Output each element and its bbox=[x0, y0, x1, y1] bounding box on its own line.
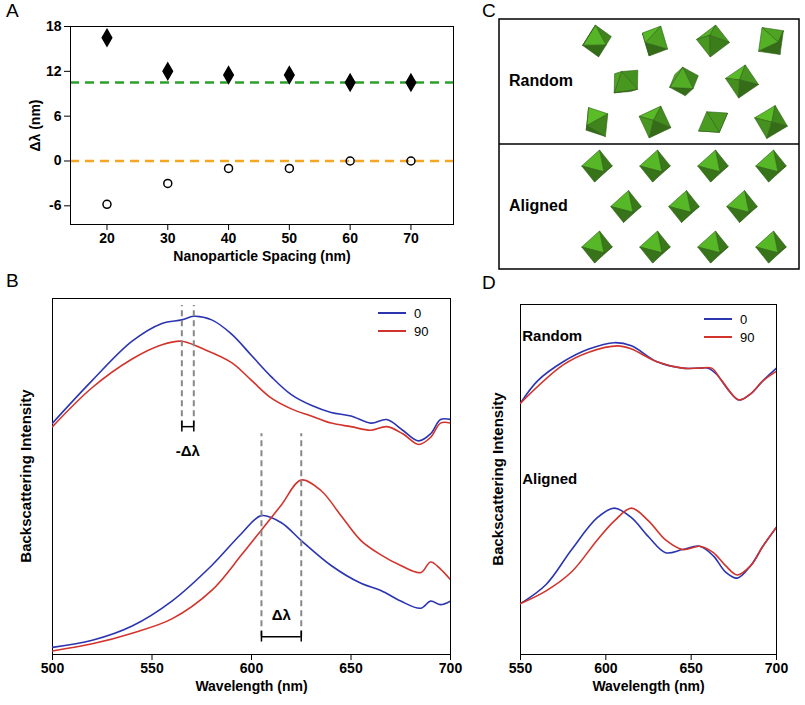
html-text:Backscattering Intensity: Backscattering Intensity bbox=[17, 389, 34, 563]
svg-text:650: 650 bbox=[339, 660, 363, 676]
svg-text:60: 60 bbox=[342, 230, 358, 246]
svg-text:550: 550 bbox=[509, 660, 533, 676]
svg-text:Wavelength (nm): Wavelength (nm) bbox=[592, 678, 704, 694]
svg-text:0: 0 bbox=[54, 152, 62, 168]
html-text:0: 0 bbox=[414, 305, 422, 321]
svg-text:-6: -6 bbox=[49, 197, 62, 213]
svg-text:20: 20 bbox=[99, 230, 115, 246]
svg-text:Aligned: Aligned bbox=[509, 197, 568, 214]
html-text:0: 0 bbox=[740, 311, 748, 327]
svg-text:700: 700 bbox=[765, 660, 789, 676]
html-text:Backscattering Intensity: Backscattering Intensity bbox=[489, 392, 506, 566]
svg-text:Aligned: Aligned bbox=[522, 470, 577, 487]
svg-text:6: 6 bbox=[54, 108, 62, 124]
svg-text:12: 12 bbox=[46, 63, 62, 79]
svg-text:650: 650 bbox=[679, 660, 703, 676]
svg-text:-Δλ: -Δλ bbox=[176, 442, 201, 459]
svg-text:Δλ: Δλ bbox=[272, 606, 292, 623]
svg-text:Random: Random bbox=[522, 327, 582, 344]
svg-text:600: 600 bbox=[240, 660, 264, 676]
svg-text:70: 70 bbox=[403, 230, 419, 246]
svg-text:50: 50 bbox=[282, 230, 298, 246]
svg-text:18: 18 bbox=[46, 18, 62, 34]
html-text:D: D bbox=[482, 272, 496, 293]
html-text:C: C bbox=[482, 0, 496, 21]
svg-text:40: 40 bbox=[221, 230, 237, 246]
html-text:B: B bbox=[6, 270, 19, 291]
svg-text:600: 600 bbox=[594, 660, 618, 676]
svg-text:Nanoparticle Spacing (nm): Nanoparticle Spacing (nm) bbox=[173, 248, 350, 264]
svg-text:500: 500 bbox=[41, 660, 65, 676]
html-text:A: A bbox=[6, 0, 19, 21]
svg-text:550: 550 bbox=[140, 660, 164, 676]
svg-text:Δλ (nm): Δλ (nm) bbox=[27, 99, 43, 151]
svg-text:700: 700 bbox=[439, 660, 463, 676]
svg-text:30: 30 bbox=[160, 230, 176, 246]
svg-text:Wavelength (nm): Wavelength (nm) bbox=[195, 678, 307, 694]
html-text:90: 90 bbox=[740, 329, 755, 345]
svg-text:Random: Random bbox=[509, 72, 573, 89]
html-text:90: 90 bbox=[414, 323, 429, 339]
